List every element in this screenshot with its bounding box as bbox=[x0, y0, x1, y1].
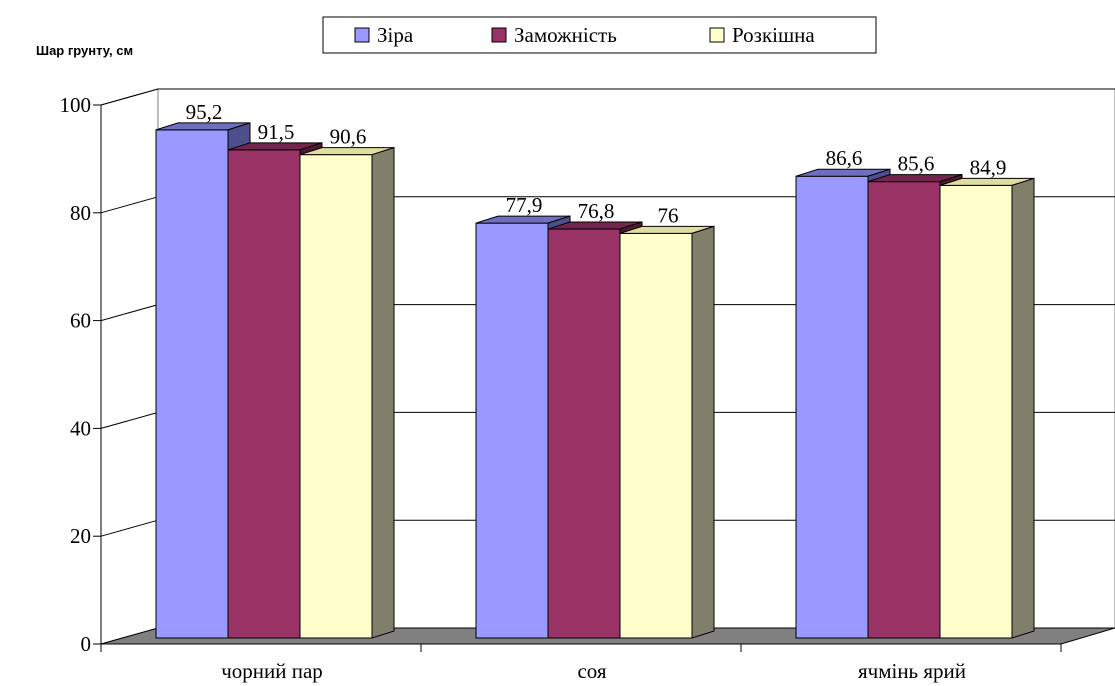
bar bbox=[299, 154, 373, 639]
plot-area: 0 20 40 60 80 100 чорний пар соя ячмінь ярий 95,2… bbox=[60, 88, 1115, 683]
gridline-diagonal bbox=[100, 519, 159, 537]
side-wall bbox=[100, 88, 159, 645]
bar-side bbox=[371, 146, 395, 639]
x-tick-label: соя bbox=[577, 659, 606, 683]
bar bbox=[227, 149, 301, 639]
legend-label: Заможність bbox=[514, 23, 617, 47]
legend-label: Розкішна bbox=[732, 23, 815, 47]
legend-box bbox=[322, 16, 877, 54]
data-label: 77,9 bbox=[506, 193, 543, 217]
data-label: 90,6 bbox=[330, 125, 367, 149]
data-label: 86,6 bbox=[826, 146, 863, 170]
bar bbox=[795, 175, 869, 639]
legend-swatch bbox=[354, 27, 370, 43]
data-label: 85,6 bbox=[898, 152, 935, 176]
legend-swatch bbox=[491, 27, 507, 43]
y-tick-label: 0 bbox=[81, 632, 92, 656]
data-label: 84,9 bbox=[970, 155, 1007, 179]
data-label: 76,8 bbox=[578, 199, 615, 223]
bar bbox=[155, 129, 229, 639]
gridline-diagonal bbox=[100, 304, 159, 322]
bar bbox=[475, 222, 549, 639]
x-tick-label: ячмінь ярий bbox=[858, 659, 966, 683]
y-tick-label: 80 bbox=[70, 201, 91, 225]
bar bbox=[867, 181, 941, 639]
gridline-diagonal bbox=[100, 196, 159, 214]
y-tick-label: 20 bbox=[70, 524, 91, 548]
gridline-diagonal bbox=[100, 411, 159, 429]
gridline-diagonal bbox=[100, 88, 159, 106]
bar bbox=[547, 228, 621, 639]
bar bbox=[939, 184, 1013, 639]
y-axis-label: Шар грунту, см bbox=[36, 43, 133, 58]
bar-side bbox=[691, 225, 715, 639]
legend-swatch bbox=[709, 27, 725, 43]
y-tick-label: 100 bbox=[60, 93, 92, 117]
y-tick-label: 40 bbox=[70, 416, 91, 440]
legend-label: Зіра bbox=[377, 23, 414, 47]
legend: Зіра Заможність Розкішна bbox=[322, 16, 877, 54]
data-label: 76 bbox=[658, 203, 679, 227]
y-tick-label: 60 bbox=[70, 309, 91, 333]
data-label: 91,5 bbox=[258, 120, 295, 144]
x-tick-label: чорний пар bbox=[221, 659, 323, 683]
bar bbox=[619, 232, 693, 639]
bar-side bbox=[1011, 177, 1035, 639]
data-label: 95,2 bbox=[186, 100, 223, 124]
